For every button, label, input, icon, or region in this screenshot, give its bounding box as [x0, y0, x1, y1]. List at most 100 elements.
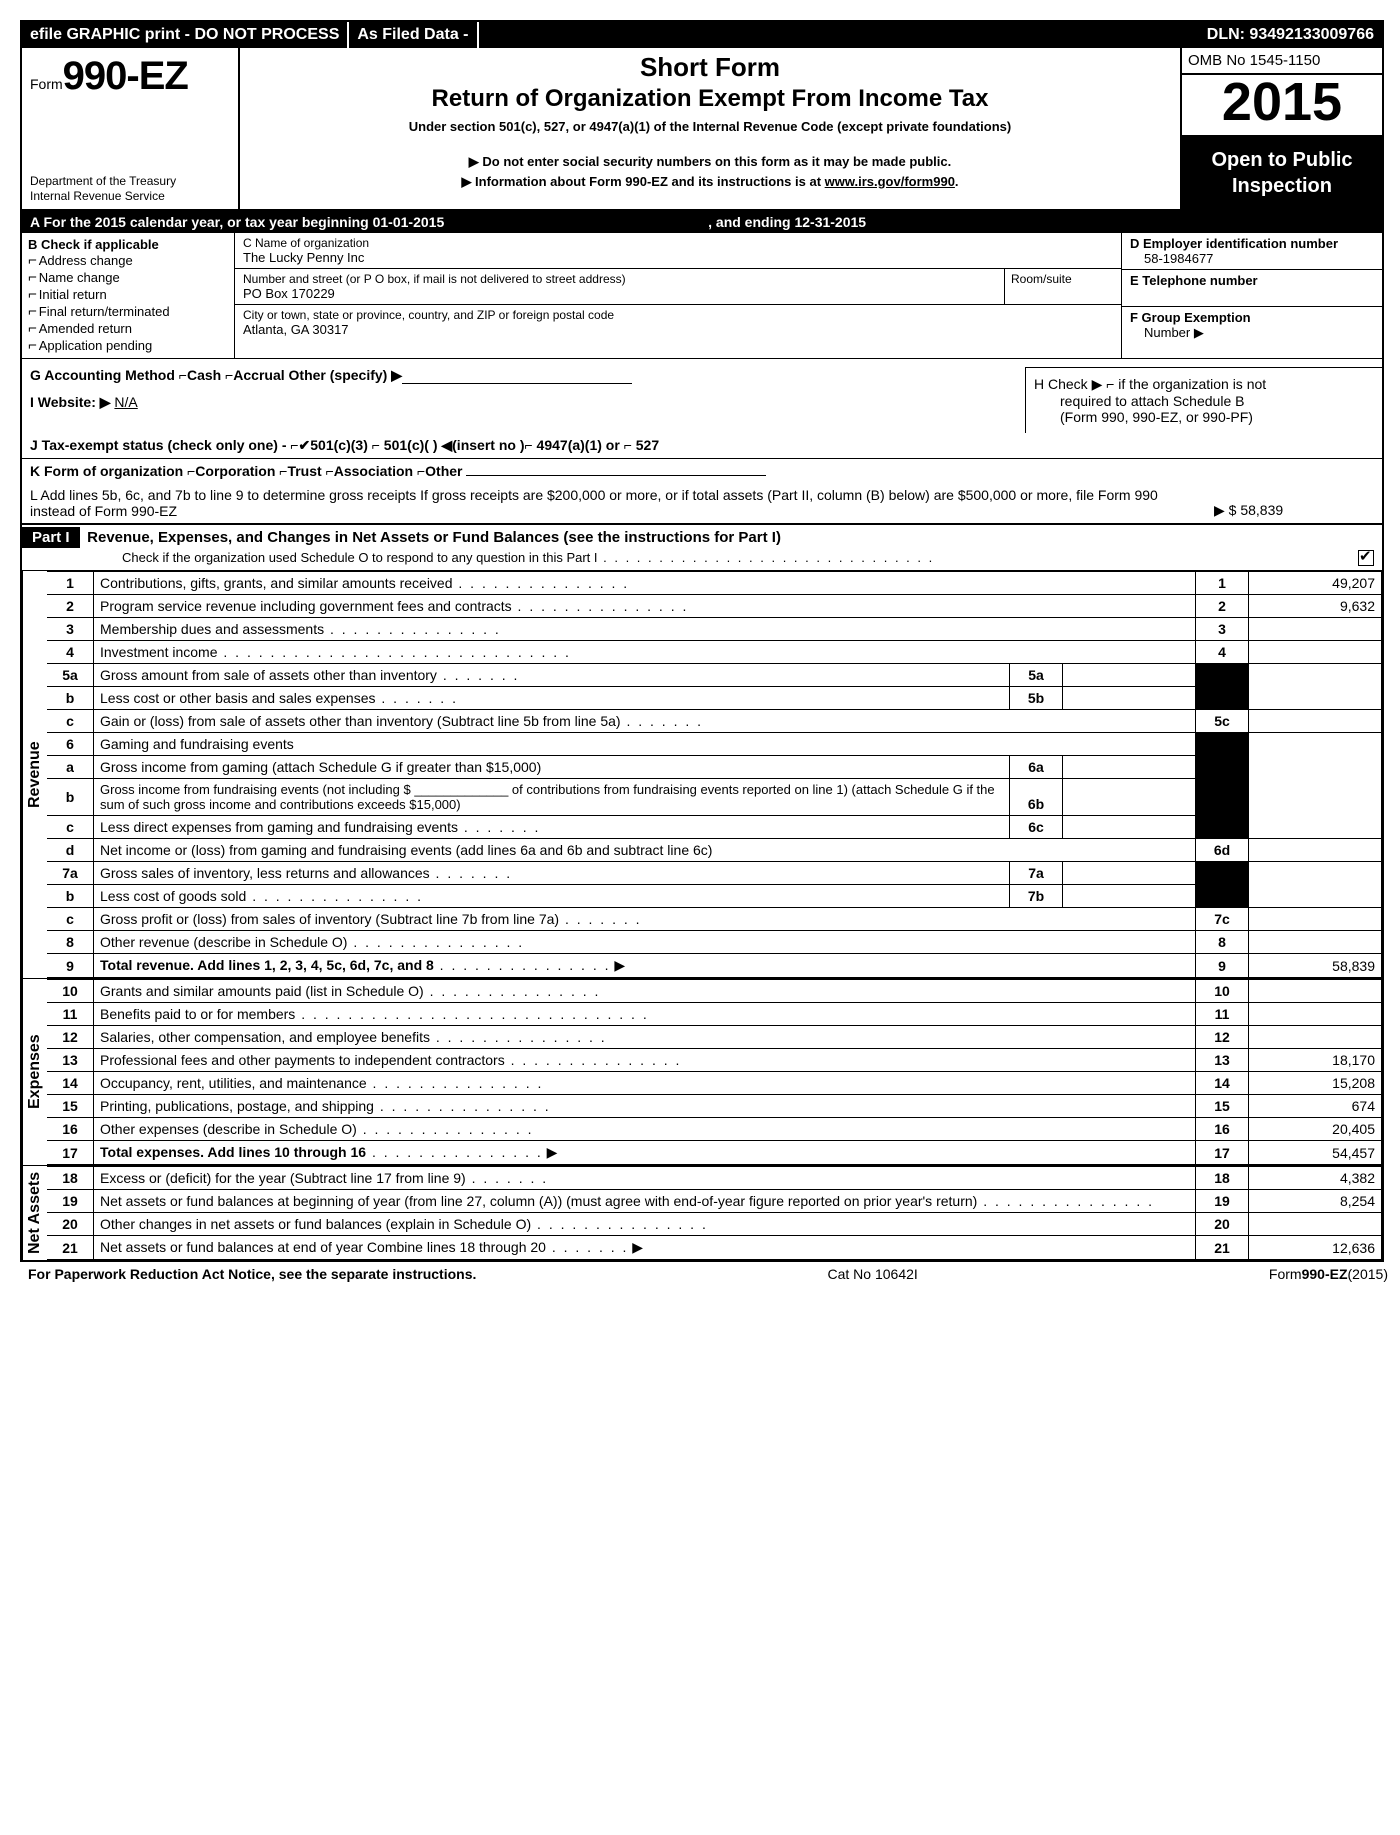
tel-cell: E Telephone number — [1122, 270, 1382, 307]
expenses-table: 10Grants and similar amounts paid (list … — [47, 979, 1382, 1165]
row-h-line3: (Form 990, 990-EZ, or 990-PF) — [1034, 409, 1374, 425]
chk-final-return[interactable]: Final return/terminated — [28, 303, 228, 320]
chk-initial-return[interactable]: Initial return — [28, 286, 228, 303]
line-6c: cLess direct expenses from gaming and fu… — [47, 816, 1382, 839]
row-a-end: , and ending 12-31-2015 — [708, 214, 866, 230]
website-value: N/A — [114, 394, 614, 410]
part-i-sub: Check if the organization used Schedule … — [22, 548, 1382, 570]
addr-cell: Number and street (or P O box, if mail i… — [235, 269, 1121, 305]
tax-year: 2015 — [1182, 75, 1382, 137]
section-bcdef: B Check if applicable Address change Nam… — [22, 233, 1382, 359]
line-10: 10Grants and similar amounts paid (list … — [47, 980, 1382, 1003]
line-13: 13Professional fees and other payments t… — [47, 1049, 1382, 1072]
row-gh: G Accounting Method ⌐Cash ⌐Accrual Other… — [22, 359, 1382, 433]
row-a-begin: A For the 2015 calendar year, or tax yea… — [30, 214, 444, 230]
form-no-big: 990-EZ — [63, 54, 188, 98]
dept-line2: Internal Revenue Service — [30, 189, 230, 205]
form-page: efile GRAPHIC print - DO NOT PROCESS As … — [20, 20, 1384, 1262]
accounting-method: G Accounting Method ⌐Cash ⌐Accrual Other… — [30, 367, 402, 383]
chk-address-change[interactable]: Address change — [28, 252, 228, 269]
chk-name-change[interactable]: Name change — [28, 269, 228, 286]
addr-value: PO Box 170229 — [243, 286, 1004, 301]
efile-label: efile GRAPHIC print - DO NOT PROCESS — [22, 22, 347, 48]
line-5b: bLess cost or other basis and sales expe… — [47, 687, 1382, 710]
chk-amended-return[interactable]: Amended return — [28, 320, 228, 337]
org-name-label: C Name of organization — [243, 236, 1113, 250]
line-9: 9Total revenue. Add lines 1, 2, 3, 4, 5c… — [47, 954, 1382, 978]
header-mid: Short Form Return of Organization Exempt… — [240, 48, 1180, 209]
chk-application-pending[interactable]: Application pending — [28, 337, 228, 354]
line-1: 1Contributions, gifts, grants, and simil… — [47, 572, 1382, 595]
box-def: D Employer identification number 58-1984… — [1122, 233, 1382, 358]
org-name-value: The Lucky Penny Inc — [243, 250, 1113, 265]
row-l-text: L Add lines 5b, 6c, and 7b to line 9 to … — [30, 487, 1214, 519]
header-left: Form990-EZ Department of the Treasury In… — [22, 48, 240, 209]
asfiled-label: As Filed Data - — [347, 22, 478, 48]
part-i-title: Revenue, Expenses, and Changes in Net As… — [83, 529, 781, 546]
line-19: 19Net assets or fund balances at beginni… — [47, 1190, 1382, 1213]
line-2: 2Program service revenue including gover… — [47, 595, 1382, 618]
notice-ssn: ▶ Do not enter social security numbers o… — [248, 152, 1172, 172]
form-of-org: K Form of organization ⌐Corporation ⌐Tru… — [30, 463, 463, 479]
line-6b: bGross income from fundraising events (n… — [47, 779, 1382, 816]
title-short-form: Short Form — [248, 52, 1172, 83]
room-label: Room/suite — [1011, 272, 1121, 286]
irs-link[interactable]: www.irs.gov/form990 — [825, 174, 955, 189]
group-exempt-cell: F Group Exemption Number ▶ — [1122, 307, 1382, 358]
box-b: B Check if applicable Address change Nam… — [22, 233, 235, 358]
sidebar-netassets: Net Assets — [22, 1166, 47, 1260]
box-c: C Name of organization The Lucky Penny I… — [235, 233, 1122, 358]
ein-cell: D Employer identification number 58-1984… — [1122, 233, 1382, 270]
row-a: A For the 2015 calendar year, or tax yea… — [22, 211, 1382, 233]
row-h-line1: H Check ▶ ⌐ if the organization is not — [1034, 376, 1374, 393]
line-6: 6Gaming and fundraising events — [47, 733, 1382, 756]
line-8: 8Other revenue (describe in Schedule O)8 — [47, 931, 1382, 954]
notices: ▶ Do not enter social security numbers o… — [248, 152, 1172, 191]
revenue-table: 1Contributions, gifts, grants, and simil… — [47, 571, 1382, 978]
footer-left: For Paperwork Reduction Act Notice, see … — [28, 1266, 476, 1282]
line-15: 15Printing, publications, postage, and s… — [47, 1095, 1382, 1118]
footer-cat-no: Cat No 10642I — [828, 1266, 918, 1282]
tel-label: E Telephone number — [1130, 273, 1374, 288]
line-12: 12Salaries, other compensation, and empl… — [47, 1026, 1382, 1049]
city-label: City or town, state or province, country… — [243, 308, 1113, 322]
dept-line1: Department of the Treasury — [30, 174, 230, 190]
line-6a: aGross income from gaming (attach Schedu… — [47, 756, 1382, 779]
line-21: 21Net assets or fund balances at end of … — [47, 1236, 1382, 1260]
accounting-other-line[interactable] — [402, 369, 632, 384]
row-h: H Check ▶ ⌐ if the organization is not r… — [1025, 367, 1382, 433]
row-i: I Website: ▶ N/A — [30, 394, 1017, 411]
org-other-line[interactable] — [466, 475, 766, 476]
expenses-block: Expenses 10Grants and similar amounts pa… — [22, 978, 1382, 1165]
header-right: OMB No 1545-1150 2015 Open to Public Ins… — [1180, 48, 1382, 209]
line-7b: bLess cost of goods sold7b — [47, 885, 1382, 908]
schedule-o-checkbox[interactable] — [1358, 550, 1374, 566]
notice-info: ▶ Information about Form 990-EZ and its … — [248, 172, 1172, 192]
page-footer: For Paperwork Reduction Act Notice, see … — [20, 1262, 1396, 1286]
box-b-header: B Check if applicable — [28, 237, 228, 252]
group-label: F Group Exemption — [1130, 310, 1251, 325]
line-18: 18Excess or (deficit) for the year (Subt… — [47, 1167, 1382, 1190]
line-16: 16Other expenses (describe in Schedule O… — [47, 1118, 1382, 1141]
dept-block: Department of the Treasury Internal Reve… — [30, 174, 230, 205]
row-j: J Tax-exempt status (check only one) - ⌐… — [22, 433, 1382, 459]
netassets-block: Net Assets 18Excess or (deficit) for the… — [22, 1165, 1382, 1260]
line-20: 20Other changes in net assets or fund ba… — [47, 1213, 1382, 1236]
ein-value: 58-1984677 — [1130, 251, 1374, 266]
form-number: Form990-EZ — [30, 54, 230, 99]
city-cell: City or town, state or province, country… — [235, 305, 1121, 340]
subtitle: Under section 501(c), 527, or 4947(a)(1)… — [248, 119, 1172, 134]
row-l-amount: ▶ $ 58,839 — [1214, 502, 1374, 519]
omb-number: OMB No 1545-1150 — [1182, 48, 1382, 75]
line-4: 4Investment income4 — [47, 641, 1382, 664]
line-7c: cGross profit or (loss) from sales of in… — [47, 908, 1382, 931]
part-i-header: Part I Revenue, Expenses, and Changes in… — [22, 525, 1382, 571]
box-b-items: Address change Name change Initial retur… — [28, 252, 228, 354]
sidebar-expenses: Expenses — [22, 979, 47, 1165]
top-bar: efile GRAPHIC print - DO NOT PROCESS As … — [22, 22, 1382, 48]
row-k: K Form of organization ⌐Corporation ⌐Tru… — [22, 459, 1382, 483]
website-label: I Website: ▶ — [30, 394, 111, 410]
gh-left: G Accounting Method ⌐Cash ⌐Accrual Other… — [22, 359, 1025, 433]
line-11: 11Benefits paid to or for members11 — [47, 1003, 1382, 1026]
row-l: L Add lines 5b, 6c, and 7b to line 9 to … — [22, 483, 1382, 525]
